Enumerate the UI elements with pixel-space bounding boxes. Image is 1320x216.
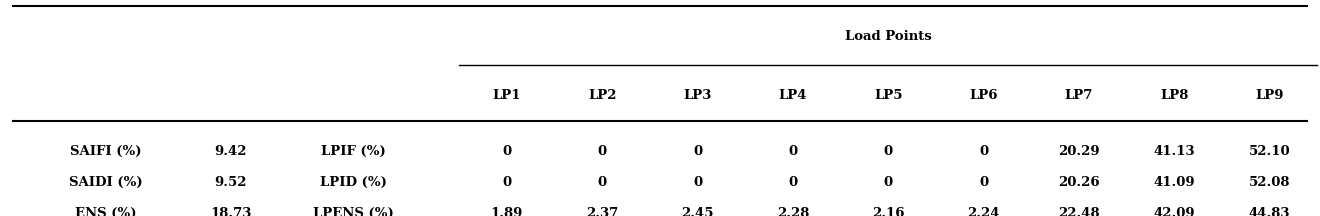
Text: 41.13: 41.13 <box>1154 145 1195 158</box>
Text: 41.09: 41.09 <box>1154 176 1195 189</box>
Text: 22.48: 22.48 <box>1059 207 1100 216</box>
Text: LP1: LP1 <box>492 89 521 102</box>
Text: LPENS (%): LPENS (%) <box>313 207 395 216</box>
Text: LP4: LP4 <box>779 89 808 102</box>
Text: 0: 0 <box>598 145 607 158</box>
Text: 0: 0 <box>503 176 512 189</box>
Text: 2.45: 2.45 <box>681 207 714 216</box>
Text: 9.42: 9.42 <box>215 145 247 158</box>
Text: LP9: LP9 <box>1255 89 1284 102</box>
Text: 20.29: 20.29 <box>1059 145 1100 158</box>
Text: SAIFI (%): SAIFI (%) <box>70 145 141 158</box>
Text: LP3: LP3 <box>684 89 711 102</box>
Text: 0: 0 <box>788 145 797 158</box>
Text: 9.52: 9.52 <box>215 176 247 189</box>
Text: 0: 0 <box>693 145 702 158</box>
Text: 0: 0 <box>693 176 702 189</box>
Text: 52.08: 52.08 <box>1249 176 1291 189</box>
Text: LP6: LP6 <box>969 89 998 102</box>
Text: 0: 0 <box>503 145 512 158</box>
Text: 0: 0 <box>979 145 989 158</box>
Text: 20.26: 20.26 <box>1059 176 1100 189</box>
Text: 42.09: 42.09 <box>1154 207 1195 216</box>
Text: 0: 0 <box>884 176 892 189</box>
Text: 0: 0 <box>884 145 892 158</box>
Text: LPIF (%): LPIF (%) <box>321 145 387 158</box>
Text: 2.24: 2.24 <box>968 207 1001 216</box>
Text: 1.89: 1.89 <box>491 207 523 216</box>
Text: 2.37: 2.37 <box>586 207 619 216</box>
Text: SAIDI (%): SAIDI (%) <box>69 176 143 189</box>
Text: 44.83: 44.83 <box>1249 207 1291 216</box>
Text: LP2: LP2 <box>589 89 616 102</box>
Text: 18.73: 18.73 <box>210 207 252 216</box>
Text: LP5: LP5 <box>874 89 903 102</box>
Text: LPID (%): LPID (%) <box>321 176 387 189</box>
Text: 0: 0 <box>979 176 989 189</box>
Text: Load Points: Load Points <box>845 30 932 43</box>
Text: 0: 0 <box>788 176 797 189</box>
Text: LP7: LP7 <box>1065 89 1093 102</box>
Text: ENS (%): ENS (%) <box>75 207 136 216</box>
Text: 2.28: 2.28 <box>777 207 809 216</box>
Text: 0: 0 <box>598 176 607 189</box>
Text: LP8: LP8 <box>1160 89 1188 102</box>
Text: 52.10: 52.10 <box>1249 145 1291 158</box>
Text: 2.16: 2.16 <box>873 207 904 216</box>
